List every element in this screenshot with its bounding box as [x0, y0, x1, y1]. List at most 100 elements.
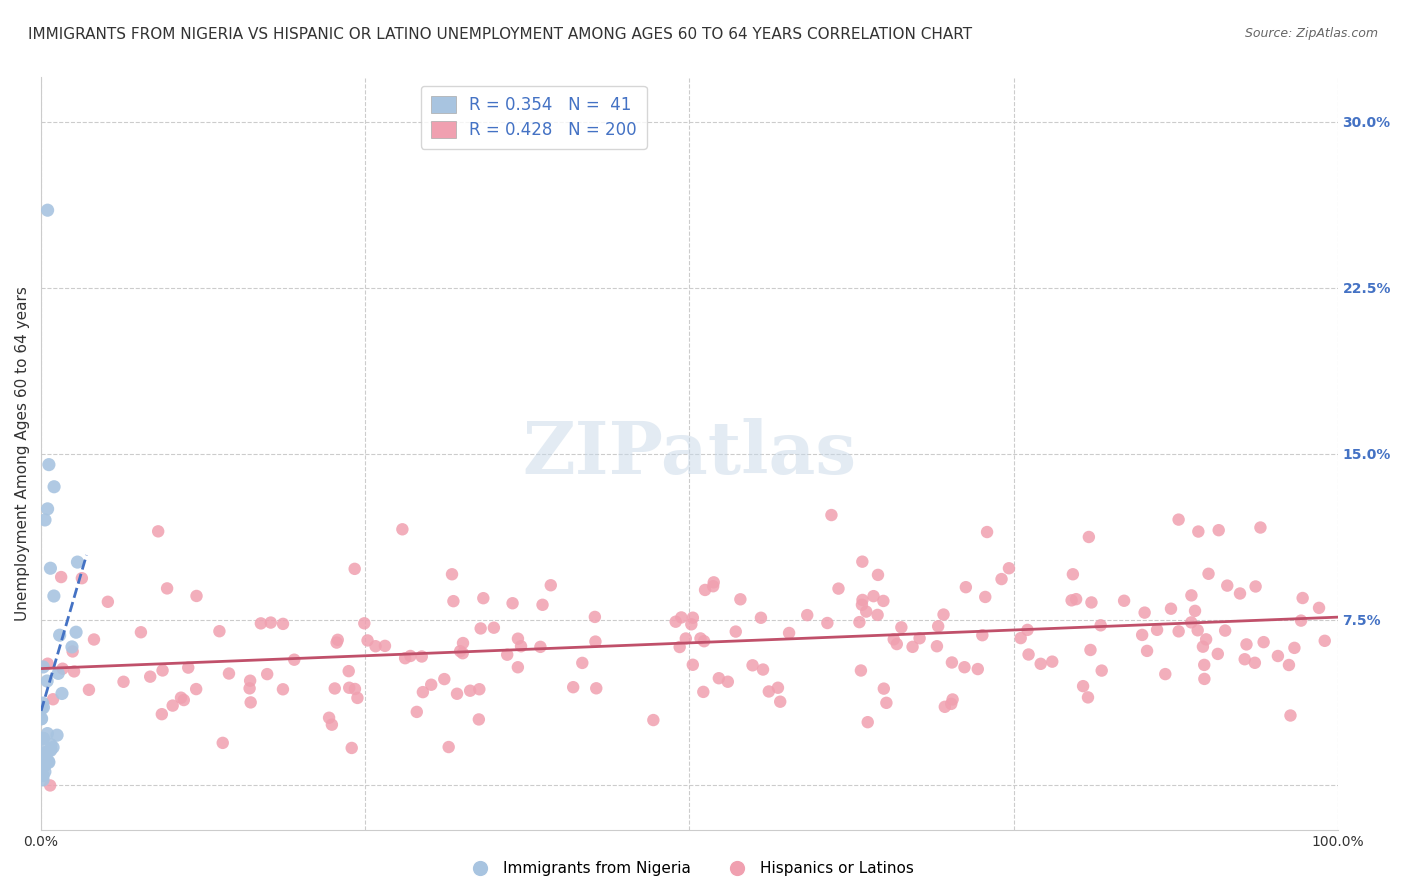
Point [112, 674, 135, 689]
Point [815, 615, 838, 630]
Point [1040, 655, 1063, 669]
Point [856, 715, 879, 730]
Point [1090, 618, 1112, 632]
Point [1253, 635, 1275, 649]
Point [260, 615, 283, 630]
Point [39, 779, 62, 793]
Point [32, 769, 55, 783]
Point [482, 621, 505, 635]
Point [323, 681, 346, 696]
Point [866, 607, 889, 622]
Point [170, 690, 193, 705]
Point [1194, 672, 1216, 686]
Point [1313, 633, 1336, 648]
Point [38, 756, 60, 770]
Point [271, 616, 294, 631]
Point [35, 751, 58, 765]
Point [769, 695, 792, 709]
Point [583, 634, 606, 648]
Point [1017, 623, 1039, 637]
Point [146, 524, 169, 539]
Point [689, 632, 711, 646]
Point [31, 744, 53, 758]
Point [851, 593, 873, 607]
Point [239, 681, 262, 696]
Point [343, 681, 366, 696]
Point [32, 772, 55, 787]
Point [942, 692, 965, 706]
Point [173, 693, 195, 707]
Point [1279, 708, 1302, 723]
Point [692, 685, 714, 699]
Legend: Immigrants from Nigeria, Hispanics or Latinos: Immigrants from Nigeria, Hispanics or La… [458, 855, 920, 882]
Point [883, 632, 905, 647]
Point [42, 692, 65, 706]
Point [643, 713, 665, 727]
Point [1267, 648, 1289, 663]
Point [326, 632, 349, 647]
Point [1133, 606, 1156, 620]
Point [855, 605, 877, 619]
Point [741, 658, 763, 673]
Point [37, 203, 59, 218]
Point [65, 625, 87, 640]
Point [1206, 647, 1229, 661]
Point [250, 616, 273, 631]
Point [152, 664, 174, 678]
Point [411, 649, 433, 664]
Point [1018, 648, 1040, 662]
Point [506, 660, 529, 674]
Point [451, 636, 474, 650]
Point [446, 687, 468, 701]
Point [38, 458, 60, 472]
Y-axis label: Unemployment Among Ages 60 to 64 years: Unemployment Among Ages 60 to 64 years [15, 286, 30, 621]
Point [394, 651, 416, 665]
Point [321, 717, 343, 731]
Point [46, 728, 69, 742]
Point [38, 755, 60, 769]
Point [39, 742, 62, 756]
Point [496, 648, 519, 662]
Point [337, 681, 360, 695]
Point [441, 594, 464, 608]
Point [1291, 591, 1313, 605]
Point [1249, 520, 1271, 534]
Point [972, 628, 994, 642]
Point [941, 656, 963, 670]
Point [412, 685, 434, 699]
Point [405, 705, 427, 719]
Point [239, 673, 262, 688]
Point [1136, 644, 1159, 658]
Point [1244, 579, 1267, 593]
Point [1194, 657, 1216, 672]
Point [39, 743, 62, 757]
Point [531, 598, 554, 612]
Point [1077, 530, 1099, 544]
Point [31, 757, 53, 772]
Point [42, 480, 65, 494]
Point [35, 745, 58, 759]
Text: IMMIGRANTS FROM NIGERIA VS HISPANIC OR LATINO UNEMPLOYMENT AMONG AGES 60 TO 64 Y: IMMIGRANTS FROM NIGERIA VS HISPANIC OR L… [28, 27, 972, 42]
Point [851, 598, 873, 612]
Point [34, 513, 56, 527]
Point [668, 640, 690, 654]
Point [356, 633, 378, 648]
Point [1236, 637, 1258, 651]
Point [693, 634, 716, 648]
Point [31, 696, 53, 710]
Point [966, 662, 988, 676]
Point [796, 608, 818, 623]
Point [927, 619, 949, 633]
Point [34, 758, 56, 772]
Point [34, 747, 56, 761]
Point [866, 568, 889, 582]
Point [1080, 643, 1102, 657]
Point [129, 625, 152, 640]
Point [849, 664, 872, 678]
Point [49, 570, 72, 584]
Point [890, 620, 912, 634]
Point [998, 561, 1021, 575]
Point [31, 756, 53, 770]
Point [976, 524, 998, 539]
Point [318, 711, 340, 725]
